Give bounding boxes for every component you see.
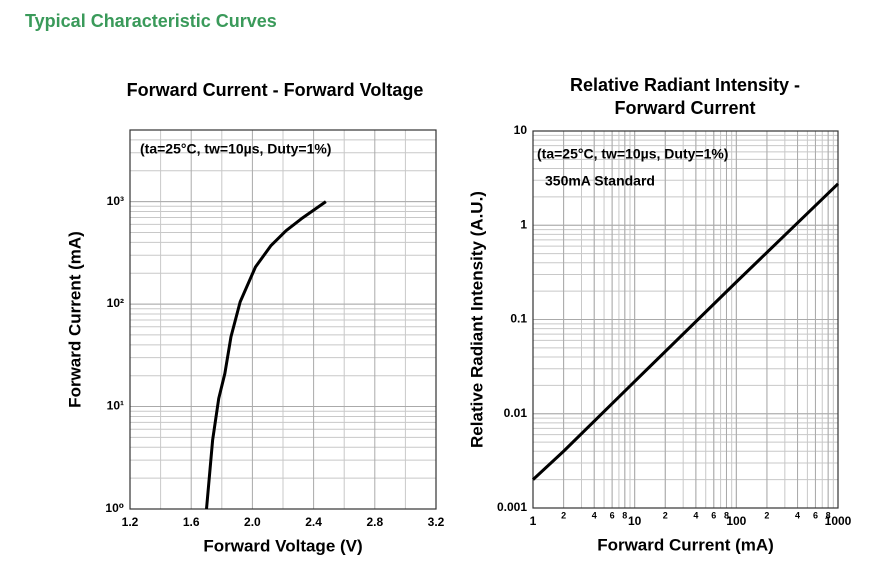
chart-title: Forward Current - Forward Voltage xyxy=(127,80,424,100)
chart-title: Forward Current xyxy=(614,98,755,118)
x-tick-label: 2 xyxy=(764,510,769,520)
y-tick-label: 0.1 xyxy=(510,312,527,326)
x-tick-label: 2 xyxy=(663,510,668,520)
data-line xyxy=(531,182,840,481)
y-tick-label: 1 xyxy=(520,217,527,231)
plot-frame xyxy=(532,130,839,509)
x-tick-label: 6 xyxy=(610,510,615,520)
y-tick-label: 0.001 xyxy=(497,500,527,514)
annotation: (ta=25°C, tw=10µs, Duty=1%) xyxy=(140,141,331,157)
x-tick-label: 4 xyxy=(795,510,800,520)
x-tick-label: 1.6 xyxy=(183,515,200,529)
x-tick-label: 6 xyxy=(813,510,818,520)
annotation: 350mA Standard xyxy=(545,173,655,189)
y-tick-label: 10³ xyxy=(107,194,124,208)
y-tick-label: 10² xyxy=(107,296,124,310)
x-axis-label: Forward Current (mA) xyxy=(597,535,774,554)
y-tick-label: 10¹ xyxy=(107,399,124,413)
y-axis-label: Forward Current (mA) xyxy=(65,231,84,408)
x-tick-label: 4 xyxy=(693,510,698,520)
x-tick-label: 100 xyxy=(726,514,746,528)
plot-frame xyxy=(129,129,437,510)
y-tick-label: 10⁰ xyxy=(105,501,124,515)
x-tick-label: 2.4 xyxy=(305,515,322,529)
x-tick-label: 3.2 xyxy=(428,515,445,529)
y-tick-label: 10 xyxy=(514,123,528,137)
chart-title: Relative Radiant Intensity - xyxy=(570,75,800,95)
x-tick-label: 2 xyxy=(561,510,566,520)
data-line xyxy=(205,200,327,510)
x-tick-label: 2.0 xyxy=(244,515,261,529)
x-tick-label: 8 xyxy=(622,510,627,520)
y-axis-label: Relative Radiant Intensity (A.U.) xyxy=(467,191,486,448)
x-tick-label: 6 xyxy=(711,510,716,520)
x-axis-label: Forward Voltage (V) xyxy=(203,536,362,555)
page-heading: Typical Characteristic Curves xyxy=(25,11,277,31)
y-tick-label: 0.01 xyxy=(504,406,528,420)
annotation: (ta=25°C, tw=10µs, Duty=1%) xyxy=(537,146,728,162)
x-tick-label: 2.8 xyxy=(366,515,383,529)
x-tick-label: 8 xyxy=(826,510,831,520)
x-tick-label: 8 xyxy=(724,510,729,520)
x-tick-label: 1.2 xyxy=(122,515,139,529)
x-tick-label: 1 xyxy=(530,514,537,528)
x-tick-label: 10 xyxy=(628,514,642,528)
x-tick-label: 4 xyxy=(592,510,597,520)
x-tick-label: 1000 xyxy=(825,514,852,528)
